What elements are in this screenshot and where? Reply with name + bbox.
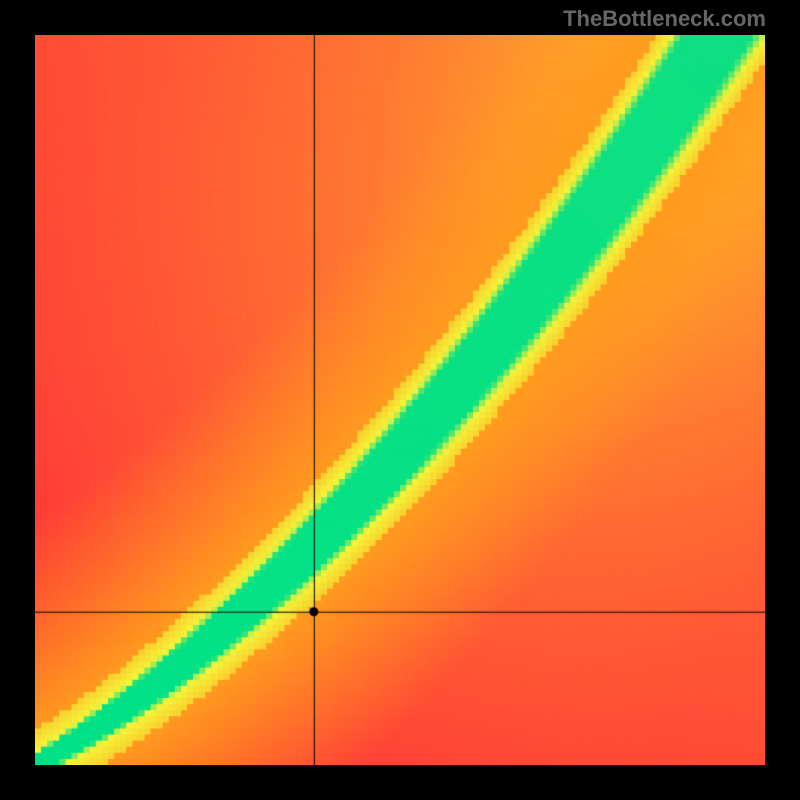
watermark-text: TheBottleneck.com — [563, 6, 766, 32]
figure-frame: TheBottleneck.com — [0, 0, 800, 800]
bottleneck-heatmap-canvas — [35, 35, 765, 765]
plot-area — [35, 35, 765, 765]
